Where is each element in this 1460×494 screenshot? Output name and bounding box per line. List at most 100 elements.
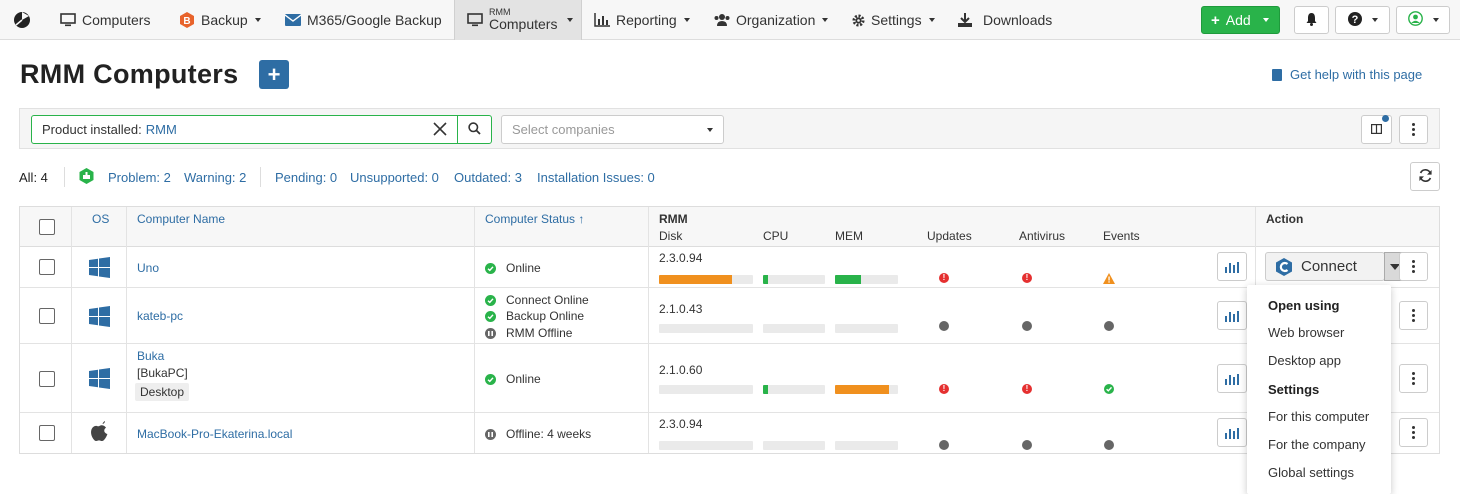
stat-all[interactable]: All: 4 — [19, 170, 48, 185]
row-checkbox[interactable] — [39, 425, 55, 441]
rmm-version: 2.3.0.94 — [659, 417, 703, 431]
antivirus-error-icon[interactable]: ! — [1022, 384, 1032, 394]
row-more-button[interactable] — [1399, 364, 1428, 393]
header-events: Events — [1103, 229, 1140, 243]
updates-unknown-icon[interactable] — [939, 321, 949, 331]
close-icon[interactable] — [432, 121, 448, 137]
disk-bar — [659, 385, 753, 394]
menu-item-global-settings[interactable]: Global settings — [1268, 465, 1354, 480]
nav-downloads[interactable]: Downloads — [957, 0, 1052, 40]
events-unknown-icon[interactable] — [1104, 440, 1114, 450]
stat-problem[interactable]: Problem: 2 — [108, 170, 171, 185]
computers-table: OS Computer Name Computer Status ↑ RMM D… — [19, 206, 1440, 454]
header-cpu: CPU — [763, 229, 789, 243]
cpu-bar — [763, 385, 825, 394]
question-icon: ? — [1347, 11, 1362, 29]
row-more-button[interactable] — [1399, 252, 1428, 281]
computer-name-link[interactable]: Uno — [137, 261, 159, 275]
table-row[interactable]: kateb-pc Connect Online Backup Online RM… — [20, 288, 1439, 344]
refresh-button[interactable] — [1410, 162, 1440, 191]
nav-backup[interactable]: B Backup — [179, 0, 261, 40]
updates-error-icon[interactable]: ! — [939, 273, 949, 283]
status-text: Online — [506, 261, 541, 275]
updates-unknown-icon[interactable] — [939, 440, 949, 450]
computer-name-link[interactable]: Buka — [137, 349, 164, 363]
logo-icon[interactable] — [12, 0, 34, 40]
row-more-button[interactable] — [1399, 301, 1428, 330]
nav-label: M365/Google Backup — [307, 12, 442, 28]
filter-bar: Product installed: RMM Select companies — [19, 108, 1440, 149]
nav-organization[interactable]: Organization — [714, 0, 829, 40]
events-warning-icon[interactable] — [1103, 272, 1115, 287]
disk-bar — [659, 441, 753, 450]
row-more-button[interactable] — [1399, 418, 1428, 447]
antivirus-unknown-icon[interactable] — [1022, 440, 1032, 450]
svg-text:B: B — [183, 16, 190, 27]
check-circle-icon — [485, 310, 496, 322]
bell-icon — [1305, 12, 1318, 29]
status-line: Backup Online — [485, 309, 584, 323]
antivirus-unknown-icon[interactable] — [1022, 321, 1032, 331]
stat-unsupported[interactable]: Unsupported: 0 — [350, 170, 439, 185]
nav-rmm-computers[interactable]: RMM Computers — [454, 0, 582, 40]
events-ok-icon[interactable] — [1104, 384, 1114, 394]
table-row[interactable]: Buka [BukaPC] Desktop Online 2.1.0.60 ! … — [20, 344, 1439, 413]
offline-icon — [485, 327, 496, 339]
header-computer-name[interactable]: Computer Name — [137, 212, 226, 226]
header-updates: Updates — [927, 229, 972, 243]
connect-button[interactable]: Connect — [1265, 252, 1385, 281]
top-navbar: Computers B Backup M365/Google Backup RM… — [0, 0, 1460, 40]
connect-logo-icon — [1275, 257, 1293, 276]
stat-installation-issues[interactable]: Installation Issues: 0 — [537, 170, 655, 185]
chart-button[interactable] — [1217, 301, 1247, 330]
menu-item-web-browser[interactable]: Web browser — [1268, 325, 1345, 340]
more-options-button[interactable] — [1399, 115, 1428, 144]
row-checkbox[interactable] — [39, 259, 55, 275]
add-button[interactable]: + Add — [1201, 6, 1280, 34]
tag-badge[interactable]: Desktop — [135, 383, 190, 401]
antivirus-error-icon[interactable]: ! — [1022, 273, 1032, 283]
chart-button[interactable] — [1217, 364, 1247, 393]
help-menu-button[interactable]: ? — [1335, 6, 1390, 34]
header-computer-status[interactable]: Computer Status ↑ — [485, 212, 585, 226]
computer-name[interactable]: MacBook-Pro-Ekaterina.local — [137, 427, 293, 441]
computer-name[interactable]: kateb-pc — [137, 309, 184, 323]
table-row[interactable]: MacBook-Pro-Ekaterina.local Offline: 4 w… — [20, 413, 1439, 454]
select-all-checkbox[interactable] — [39, 219, 55, 235]
user-menu-button[interactable] — [1396, 6, 1450, 34]
mem-bar-fill — [835, 385, 890, 394]
search-input[interactable]: Product installed: RMM — [31, 115, 458, 144]
nav-computers[interactable]: Computers — [60, 0, 150, 40]
nav-settings[interactable]: Settings — [852, 0, 935, 40]
row-checkbox[interactable] — [39, 371, 55, 387]
stat-pending[interactable]: Pending: 0 — [275, 170, 338, 185]
stat-outdated[interactable]: Outdated: 3 — [454, 170, 522, 185]
events-unknown-icon[interactable] — [1104, 321, 1114, 331]
divider — [260, 167, 261, 187]
columns-button[interactable] — [1361, 115, 1392, 144]
menu-item-for-this-computer[interactable]: For this computer — [1268, 409, 1370, 424]
row-checkbox[interactable] — [39, 308, 55, 324]
nav-reporting[interactable]: Reporting — [594, 0, 690, 40]
add-computer-button[interactable]: + — [259, 60, 289, 89]
nav-m365-backup[interactable]: M365/Google Backup — [285, 0, 442, 40]
computer-name-link[interactable]: MacBook-Pro-Ekaterina.local — [137, 427, 292, 441]
table-row[interactable]: Uno Online 2.3.0.94 ! ! Connect — [20, 247, 1439, 288]
updates-error-icon[interactable]: ! — [939, 384, 949, 394]
menu-item-desktop-app[interactable]: Desktop app — [1268, 353, 1341, 368]
stat-warning[interactable]: Warning: 2 — [184, 170, 247, 185]
backup-icon: B — [179, 12, 195, 28]
computer-name[interactable]: Uno — [137, 261, 160, 275]
search-button[interactable] — [457, 115, 492, 144]
chart-button[interactable] — [1217, 418, 1247, 447]
computer-name[interactable]: Buka — [137, 349, 165, 363]
chart-button[interactable] — [1217, 252, 1247, 281]
companies-select[interactable]: Select companies — [501, 115, 724, 144]
menu-item-for-the-company[interactable]: For the company — [1268, 437, 1366, 452]
status-line: Online — [485, 372, 541, 386]
header-os[interactable]: OS — [92, 212, 110, 226]
computer-name-link[interactable]: kateb-pc — [137, 309, 183, 323]
notifications-button[interactable] — [1294, 6, 1329, 34]
help-link[interactable]: Get help with this page — [1272, 67, 1422, 82]
nav-label: Organization — [736, 12, 816, 28]
